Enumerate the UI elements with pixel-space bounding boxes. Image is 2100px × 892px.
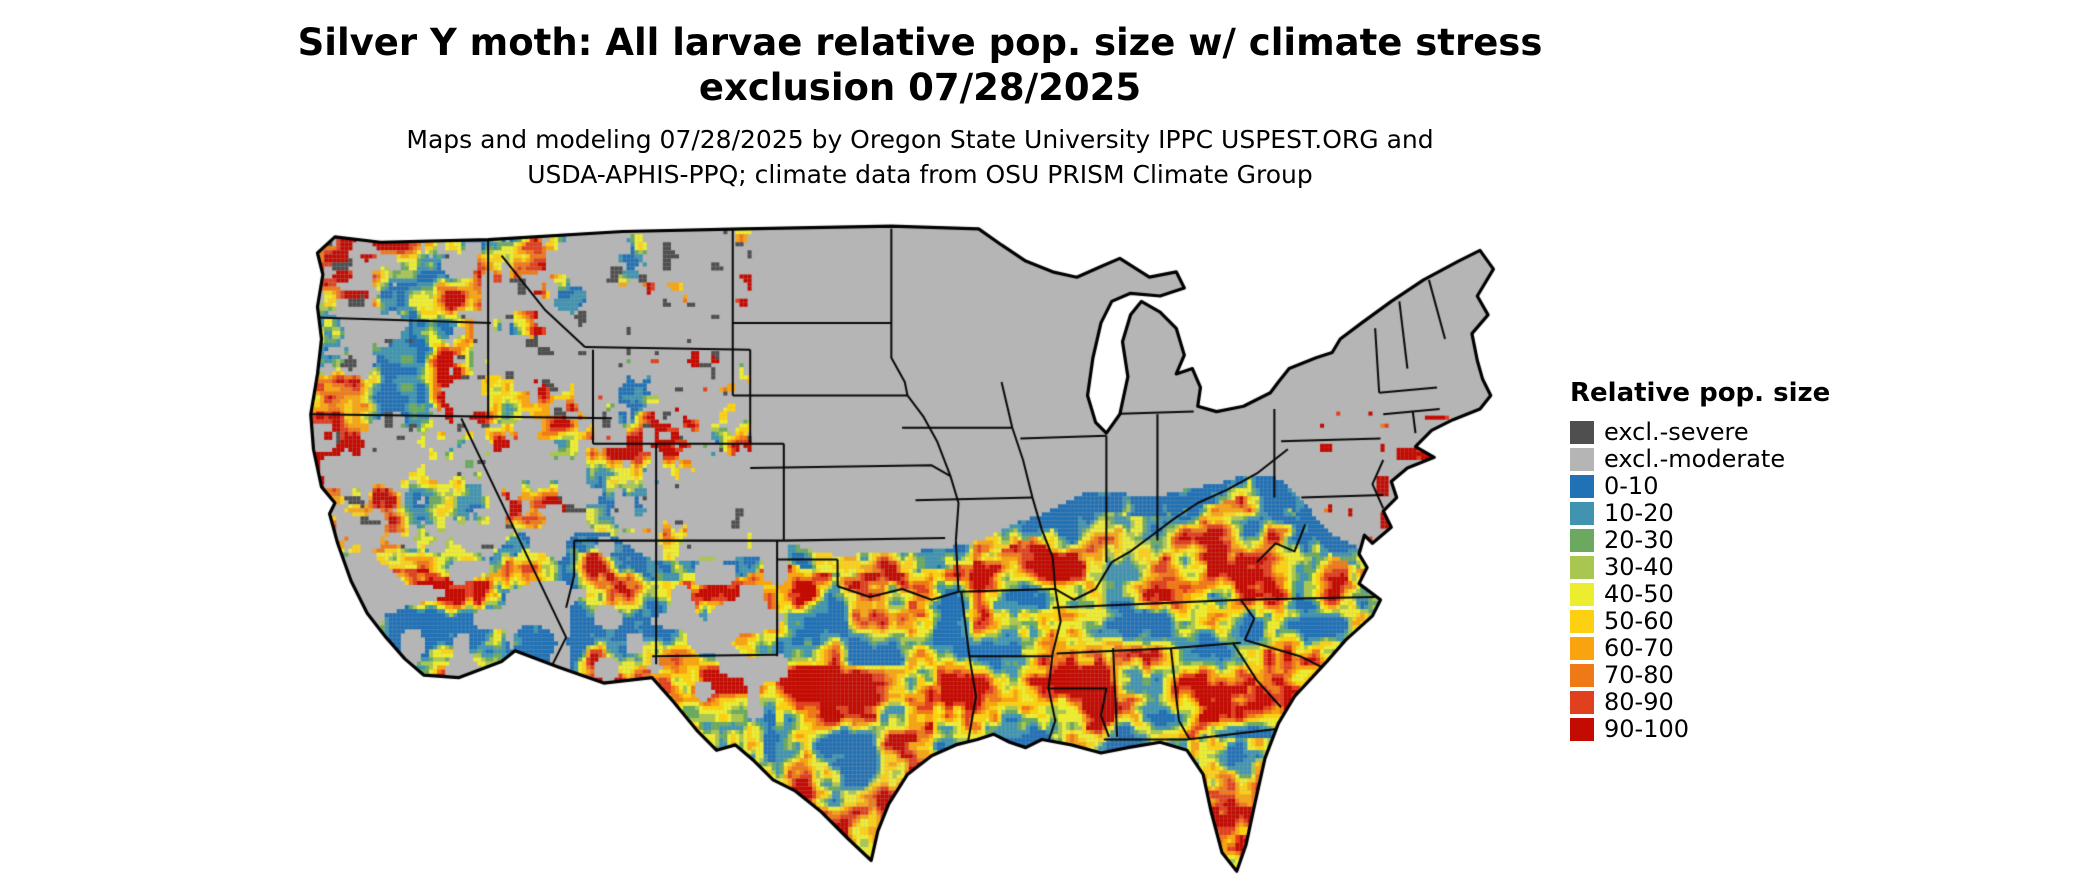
legend-swatch [1570, 528, 1594, 552]
legend-row: excl.-moderate [1570, 447, 1830, 471]
legend-swatch [1570, 474, 1594, 498]
figure-title-line1: Silver Y moth: All larvae relative pop. … [297, 21, 1543, 64]
legend-swatch [1570, 582, 1594, 606]
figure-title-line2: exclusion 07/28/2025 [698, 66, 1142, 110]
legend-row: 20-30 [1570, 528, 1830, 552]
legend-row: 10-20 [1570, 501, 1830, 525]
figure-subtitle-line2: USDA-APHIS-PPQ; climate data from OSU PR… [527, 160, 1313, 189]
legend-label: 70-80 [1604, 661, 1674, 689]
legend-swatch [1570, 609, 1594, 633]
legend-swatch [1570, 717, 1594, 741]
legend-label: excl.-severe [1604, 418, 1749, 446]
legend-row: 70-80 [1570, 663, 1830, 687]
legend-swatch [1570, 555, 1594, 579]
legend-label: 20-30 [1604, 526, 1674, 554]
legend-row: excl.-severe [1570, 420, 1830, 444]
legend-row: 40-50 [1570, 582, 1830, 606]
legend-label: excl.-moderate [1604, 445, 1786, 473]
us-map [300, 210, 1523, 882]
legend-label: 50-60 [1604, 607, 1674, 635]
figure-subtitle: Maps and modeling 07/28/2025 by Oregon S… [0, 122, 1840, 192]
legend-swatch [1570, 420, 1594, 444]
legend-row: 60-70 [1570, 636, 1830, 660]
legend-label: 90-100 [1604, 715, 1690, 743]
legend-swatch [1570, 636, 1594, 660]
legend-label: 60-70 [1604, 634, 1674, 662]
legend-row: 30-40 [1570, 555, 1830, 579]
figure-title: Silver Y moth: All larvae relative pop. … [0, 20, 1840, 110]
figure-subtitle-line1: Maps and modeling 07/28/2025 by Oregon S… [406, 125, 1434, 154]
legend-row: 90-100 [1570, 717, 1830, 741]
legend-row: 0-10 [1570, 474, 1830, 498]
legend-label: 30-40 [1604, 553, 1674, 581]
legend-rows: excl.-severe excl.-moderate 0-10 10-20 20-30… [1570, 420, 1830, 741]
legend: Relative pop. size excl.-severe excl.-mod… [1570, 378, 1830, 744]
legend-swatch [1570, 501, 1594, 525]
legend-row: 80-90 [1570, 690, 1830, 714]
legend-title: Relative pop. size [1570, 378, 1831, 408]
legend-label: 10-20 [1604, 499, 1674, 527]
legend-swatch [1570, 447, 1594, 471]
legend-swatch [1570, 663, 1594, 687]
us-map-canvas [300, 210, 1523, 882]
legend-label: 80-90 [1604, 688, 1674, 716]
legend-swatch [1570, 690, 1594, 714]
legend-label: 0-10 [1604, 472, 1659, 500]
legend-label: 40-50 [1604, 580, 1674, 608]
legend-row: 50-60 [1570, 609, 1830, 633]
